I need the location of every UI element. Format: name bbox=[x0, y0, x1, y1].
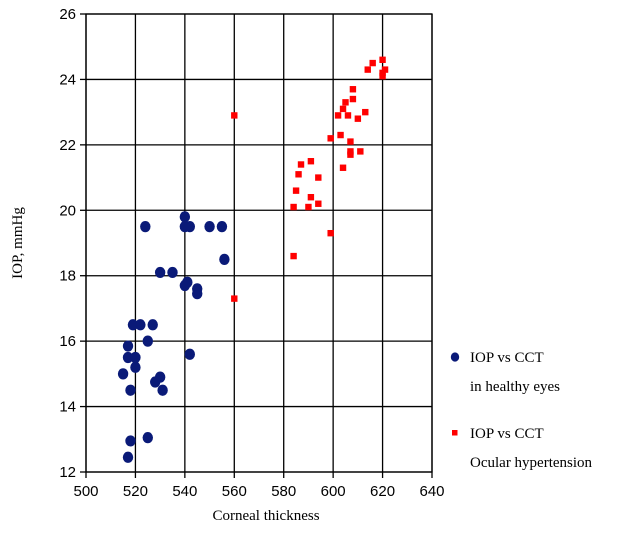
axes bbox=[80, 13, 433, 478]
hypertension-point bbox=[315, 200, 322, 207]
hypertension-point bbox=[369, 59, 376, 67]
healthy-eye-point bbox=[130, 361, 141, 373]
y-tick-label: 16 bbox=[59, 333, 76, 350]
hypertension-point bbox=[379, 72, 386, 80]
healthy-eye-point bbox=[142, 335, 153, 347]
hypertension-point bbox=[344, 112, 352, 119]
x-tick-label: 640 bbox=[419, 483, 444, 500]
healthy-eye-point bbox=[204, 221, 215, 233]
hypertension-point bbox=[357, 148, 364, 155]
hypertension-point bbox=[339, 164, 347, 171]
healthy-eye-point bbox=[122, 451, 134, 463]
hypertension-point bbox=[347, 148, 354, 155]
legend-label: Ocular hypertension bbox=[470, 455, 593, 471]
hypertension-point bbox=[349, 86, 357, 93]
hypertension-point bbox=[334, 112, 342, 119]
healthy-eye-point bbox=[147, 319, 158, 331]
legend-label: IOP vs CCT bbox=[470, 426, 544, 442]
healthy-eye-point bbox=[179, 211, 191, 223]
legend-label: in healthy eyes bbox=[470, 379, 560, 395]
healthy-eye-point bbox=[154, 266, 166, 279]
hypertension-point bbox=[297, 161, 305, 168]
x-tick-label: 500 bbox=[73, 483, 98, 500]
hypertension-point bbox=[231, 295, 238, 302]
hypertension-point bbox=[295, 171, 302, 178]
healthy-eye-point bbox=[117, 368, 129, 380]
x-axis-title: Corneal thickness bbox=[212, 508, 319, 524]
healthy-eye-point bbox=[184, 221, 195, 233]
legend-healthy-marker bbox=[450, 352, 460, 362]
hypertension-point bbox=[354, 115, 362, 122]
hypertension-point bbox=[379, 69, 386, 77]
healthy-eye-point bbox=[122, 351, 134, 364]
hypertension-point bbox=[347, 138, 354, 145]
healthy-eye-point bbox=[122, 340, 134, 352]
hypertension-point bbox=[290, 252, 297, 260]
legend-hypertension-marker bbox=[452, 430, 458, 436]
hypertension-point bbox=[231, 112, 238, 119]
hypertension-point bbox=[379, 56, 386, 63]
hypertension-point bbox=[364, 66, 371, 73]
hypertension-point bbox=[362, 108, 369, 116]
grid bbox=[85, 13, 433, 473]
hypertension-point bbox=[315, 174, 322, 181]
healthy-eye-point bbox=[140, 221, 151, 233]
y-tick-label: 14 bbox=[59, 399, 76, 416]
healthy-eye-point bbox=[150, 376, 161, 388]
hypertension-point bbox=[305, 203, 312, 211]
healthy-eye-point bbox=[142, 432, 153, 444]
hypertension-point bbox=[337, 131, 344, 139]
healthy-eye-point bbox=[167, 266, 178, 279]
y-tick-label: 18 bbox=[59, 268, 76, 285]
y-tick-label: 22 bbox=[59, 137, 76, 154]
x-tick-label: 560 bbox=[222, 483, 247, 500]
hypertension-point bbox=[349, 95, 357, 103]
healthy-eye-point bbox=[184, 348, 195, 360]
healthy-eye-point bbox=[216, 221, 228, 233]
healthy-eye-point bbox=[192, 288, 203, 300]
healthy-eye-point bbox=[182, 276, 193, 288]
x-tick-label: 600 bbox=[321, 483, 346, 500]
x-tick-label: 620 bbox=[370, 483, 395, 500]
healthy-eye-point bbox=[125, 435, 136, 447]
hypertension-point bbox=[347, 151, 354, 158]
hypertension-point bbox=[307, 194, 315, 201]
healthy-eye-point bbox=[127, 319, 139, 331]
data-points bbox=[117, 56, 389, 463]
plot-frame bbox=[85, 13, 433, 473]
hypertension-point bbox=[381, 66, 389, 73]
hypertension-point bbox=[339, 105, 347, 113]
legend-label: IOP vs CCT bbox=[470, 350, 544, 366]
hypertension-point bbox=[327, 229, 334, 237]
hypertension-point bbox=[342, 99, 349, 106]
hypertension-point bbox=[290, 203, 297, 211]
x-tick-label: 580 bbox=[271, 483, 296, 500]
y-tick-label: 20 bbox=[59, 202, 76, 219]
x-tick-labels: 500 520 540 560 580 600 620 640 bbox=[73, 483, 444, 500]
y-tick-labels: 12 14 16 18 20 22 24 26 bbox=[59, 6, 76, 481]
x-tick-label: 540 bbox=[172, 483, 197, 500]
hypertension-point bbox=[307, 158, 315, 165]
healthy-eye-point bbox=[157, 384, 168, 396]
healthy-eye-point bbox=[219, 253, 230, 265]
legend: IOP vs CCT in healthy eyes IOP vs CCT Ocula… bbox=[450, 350, 593, 471]
hypertension-point bbox=[292, 187, 300, 194]
y-axis-title: IOP, mmHg bbox=[10, 207, 26, 279]
y-tick-label: 12 bbox=[59, 464, 76, 481]
hypertension-point bbox=[327, 135, 334, 142]
healthy-eye-point bbox=[135, 319, 146, 331]
x-tick-label: 520 bbox=[123, 483, 148, 500]
healthy-eye-point bbox=[125, 384, 136, 396]
y-tick-label: 24 bbox=[59, 71, 76, 88]
healthy-eye-point bbox=[130, 351, 141, 364]
y-tick-label: 26 bbox=[59, 6, 76, 23]
